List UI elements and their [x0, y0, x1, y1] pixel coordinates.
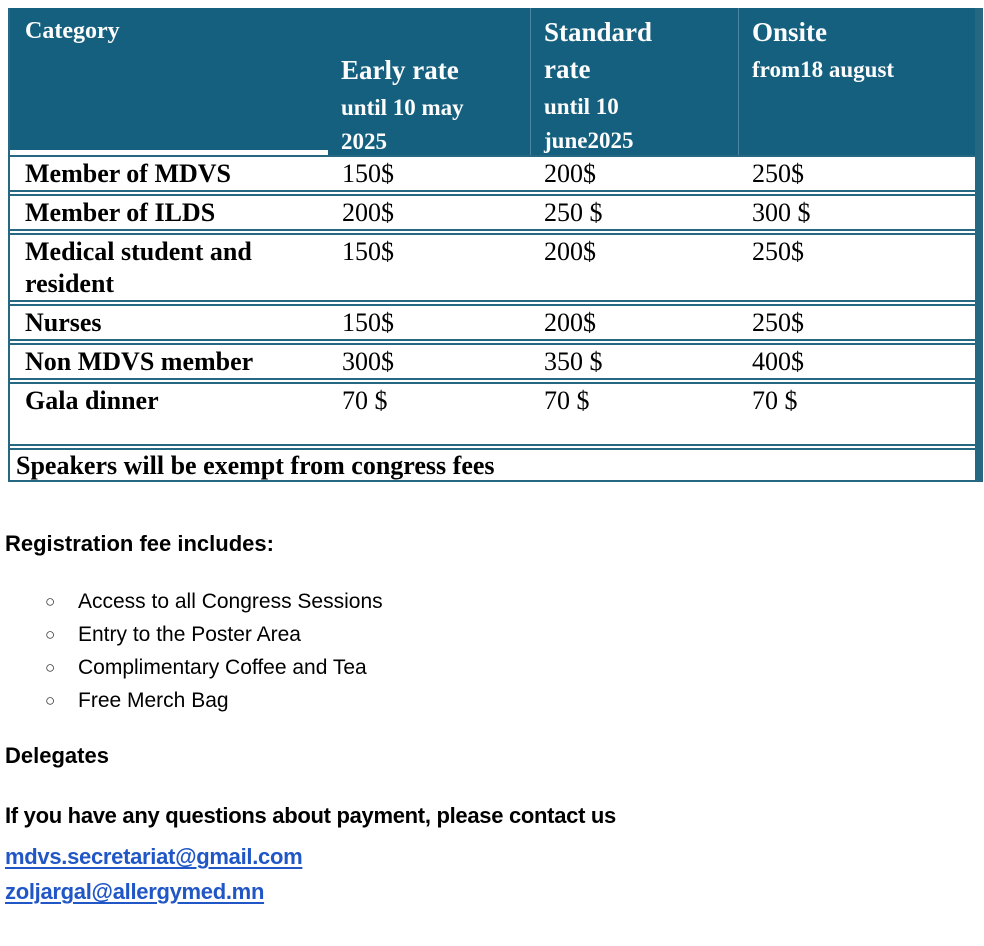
- header-cell-category: Category: [10, 8, 328, 155]
- fee-cell-standard: 70 $: [544, 386, 590, 415]
- contact-instruction-text: If you have any questions about payment,…: [5, 803, 616, 828]
- row-category-cell: Nurses: [25, 308, 102, 337]
- fee-cell-early: 70 $: [342, 386, 388, 415]
- circle-bullet-icon: ○: [45, 625, 56, 644]
- list-item-text: Access to all Congress Sessions: [78, 590, 383, 613]
- list-item: ○ Complimentary Coffee and Tea: [45, 651, 383, 684]
- table-row-nurses: Nurses 150$ 200$ 250$: [10, 304, 975, 341]
- fee-cell-standard: 200$: [544, 308, 596, 337]
- fee-cell-early: 200$: [342, 198, 394, 227]
- fee-cell-standard: 200$: [544, 237, 596, 266]
- row-category-cell: Gala dinner: [25, 386, 159, 415]
- row-category-cell: Member of MDVS: [25, 159, 232, 188]
- table-header-row: Category Early rate until 10 may 2025 St…: [10, 8, 975, 155]
- fee-cell-onsite: 300 $: [752, 198, 811, 227]
- email-link-secretariat[interactable]: mdvs.secretariat@gmail.com: [5, 844, 303, 869]
- fee-cell-early: 150$: [342, 237, 394, 266]
- table-row-non-mdvs: Non MDVS member 300$ 350 $ 400$: [10, 343, 975, 380]
- speakers-exempt-note: Speakers will be exempt from congress fe…: [16, 451, 495, 480]
- list-item-text: Complimentary Coffee and Tea: [78, 656, 367, 679]
- fee-cell-onsite: 250$: [752, 159, 804, 188]
- row-category-cell: Non MDVS member: [25, 347, 254, 376]
- includes-list: ○ Access to all Congress Sessions ○ Entr…: [45, 585, 383, 717]
- list-item: ○ Access to all Congress Sessions: [45, 585, 383, 618]
- header-cell-early-rate: Early rate until 10 may 2025: [328, 8, 530, 155]
- email-link-zoljargal[interactable]: zoljargal@allergymed.mn: [5, 879, 265, 904]
- onsite-subtitle: from18 august: [752, 57, 895, 82]
- table-row-gala-dinner: Gala dinner 70 $ 70 $ 70 $: [10, 382, 975, 446]
- fee-cell-early: 300$: [342, 347, 394, 376]
- circle-bullet-icon: ○: [45, 658, 56, 677]
- onsite-title: Onsite: [752, 17, 828, 47]
- table-row-speakers-note: Speakers will be exempt from congress fe…: [10, 448, 975, 482]
- early-rate-title: Early rate: [341, 55, 459, 85]
- fee-cell-standard: 200$: [544, 159, 596, 188]
- circle-bullet-icon: ○: [45, 691, 56, 710]
- table-row-member-ilds: Member of ILDS 200$ 250 $ 300 $: [10, 194, 975, 231]
- fee-cell-standard: 250 $: [544, 198, 603, 227]
- fee-cell-onsite: 70 $: [752, 386, 798, 415]
- fee-cell-onsite: 250$: [752, 237, 804, 266]
- fee-cell-early: 150$: [342, 159, 394, 188]
- email-links: mdvs.secretariat@gmail.com zoljargal@all…: [5, 839, 303, 909]
- list-item-text: Free Merch Bag: [78, 689, 229, 712]
- standard-rate-title: Standard rate: [544, 17, 653, 84]
- row-category-cell: Medical student and resident: [25, 237, 252, 298]
- circle-bullet-icon: ○: [45, 592, 56, 611]
- fee-cell-standard: 350 $: [544, 347, 603, 376]
- includes-heading: Registration fee includes:: [5, 531, 274, 556]
- fee-cell-onsite: 250$: [752, 308, 804, 337]
- table-row-medical-student: Medical student and resident 150$ 200$ 2…: [10, 233, 975, 302]
- early-rate-subtitle: until 10 may 2025: [341, 95, 464, 154]
- fee-cell-onsite: 400$: [752, 347, 804, 376]
- registration-fee-table: Category Early rate until 10 may 2025 St…: [8, 8, 983, 482]
- table-body: Member of MDVS 150$ 200$ 250$ Member of …: [10, 155, 975, 482]
- list-item-text: Entry to the Poster Area: [78, 623, 301, 646]
- row-category-cell: Member of ILDS: [25, 198, 216, 227]
- standard-rate-subtitle: until 10 june2025: [544, 94, 634, 153]
- delegates-label: Delegates: [5, 743, 109, 768]
- header-cell-standard-rate: Standard rate until 10 june2025: [530, 8, 738, 155]
- header-category-label: Category: [25, 18, 120, 44]
- list-item: ○ Entry to the Poster Area: [45, 618, 383, 651]
- list-item: ○ Free Merch Bag: [45, 684, 383, 717]
- header-cell-onsite: Onsite from18 august: [738, 8, 974, 155]
- fee-cell-early: 150$: [342, 308, 394, 337]
- table-row-member-mdvs: Member of MDVS 150$ 200$ 250$: [10, 157, 975, 192]
